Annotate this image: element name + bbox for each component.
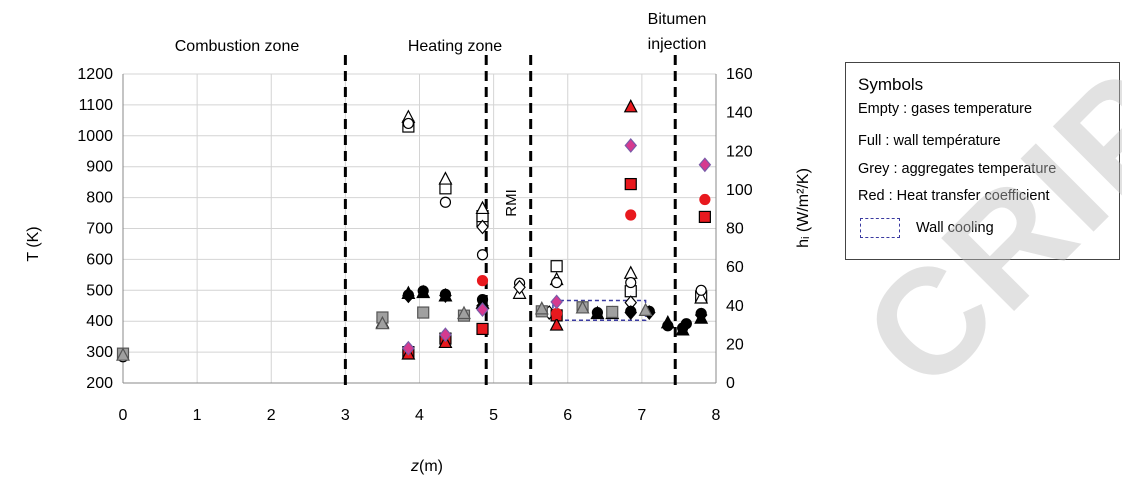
data-markers bbox=[116, 99, 712, 363]
y-right-tick-label: 20 bbox=[726, 336, 744, 353]
y-left-tick-label: 200 bbox=[86, 375, 113, 392]
marker-triangle bbox=[375, 315, 390, 330]
marker-square bbox=[698, 210, 711, 224]
y-right-tick-label: 0 bbox=[726, 375, 735, 392]
marker-triangle bbox=[675, 322, 690, 336]
marker-diamond bbox=[550, 294, 563, 310]
grid-lines bbox=[122, 73, 717, 384]
marker-circle bbox=[625, 209, 637, 221]
y-left-tick-label: 1000 bbox=[77, 128, 113, 145]
y-right-tick-label: 140 bbox=[726, 105, 753, 122]
y-left-tick-label: 600 bbox=[86, 251, 113, 268]
marker-circle bbox=[695, 284, 707, 296]
legend-entry-wall-cooling: Wall cooling bbox=[916, 220, 994, 236]
marker-square bbox=[550, 260, 563, 273]
x-tick-label: 4 bbox=[415, 407, 424, 424]
marker-circle bbox=[551, 307, 563, 320]
chart-axes bbox=[122, 74, 717, 384]
x-tick-label: 2 bbox=[267, 407, 276, 424]
marker-circle bbox=[476, 275, 489, 287]
x-tick-label: 7 bbox=[637, 407, 646, 424]
zone-label-combustion: Combustion zone bbox=[175, 38, 300, 55]
y-left-tick-label: 400 bbox=[86, 313, 113, 330]
marker-triangle bbox=[534, 301, 549, 315]
marker-diamond bbox=[624, 138, 638, 153]
marker-square bbox=[417, 306, 430, 319]
x-tick-label: 5 bbox=[489, 407, 498, 424]
x-tick-label: 8 bbox=[712, 407, 721, 424]
zone-label-rmi: RMI bbox=[503, 189, 520, 217]
zone-label-heating: Heating zone bbox=[408, 38, 502, 55]
marker-diamond bbox=[698, 157, 712, 173]
y-axis-left-label: T (K) bbox=[25, 226, 42, 261]
marker-triangle bbox=[116, 347, 130, 361]
marker-triangle bbox=[590, 305, 605, 320]
marker-square bbox=[476, 322, 489, 336]
marker-triangle bbox=[438, 171, 453, 185]
marker-circle bbox=[402, 117, 414, 130]
y-right-tick-label: 100 bbox=[726, 182, 753, 199]
y-left-tick-label: 1100 bbox=[79, 97, 114, 114]
marker-triangle bbox=[694, 290, 709, 304]
x-tick-label: 1 bbox=[193, 407, 202, 424]
y-right-tick-label: 160 bbox=[726, 66, 753, 83]
legend-entry-gases: Empty : gases temperature bbox=[858, 101, 1033, 117]
x-tick-label: 0 bbox=[119, 407, 128, 424]
y-left-tick-label: 300 bbox=[86, 344, 113, 361]
marker-diamond bbox=[439, 288, 452, 303]
marker-circle bbox=[551, 276, 563, 289]
marker-square bbox=[606, 305, 619, 319]
y-left-tick-label: 800 bbox=[86, 190, 113, 207]
marker-circle bbox=[476, 249, 489, 261]
marker-circle bbox=[625, 276, 637, 289]
legend-title: Symbols bbox=[858, 75, 924, 94]
marker-square bbox=[624, 177, 637, 191]
marker-triangle bbox=[575, 300, 590, 314]
marker-diamond bbox=[402, 340, 415, 356]
y-axis-right-label: hᵢ (W/m²/K) bbox=[795, 168, 812, 248]
y-left-tick-label: 900 bbox=[86, 159, 113, 176]
y-left-tick-label: 700 bbox=[86, 221, 113, 238]
marker-diamond bbox=[476, 219, 489, 235]
legend-entry-wall: Full : wall température bbox=[858, 133, 1001, 149]
marker-circle bbox=[439, 196, 452, 208]
y-right-tick-label: 40 bbox=[726, 298, 744, 315]
marker-triangle bbox=[623, 99, 638, 113]
zone-label-injection: injection bbox=[648, 36, 707, 53]
y-right-tick-label: 80 bbox=[726, 221, 744, 238]
wall-cooling-swatch bbox=[860, 218, 900, 238]
marker-triangle bbox=[416, 284, 431, 299]
x-tick-label: 6 bbox=[563, 407, 572, 424]
marker-circle bbox=[699, 193, 711, 206]
y-right-tick-label: 60 bbox=[726, 259, 744, 276]
marker-triangle bbox=[456, 305, 471, 320]
marker-diamond bbox=[402, 288, 415, 304]
x-axis-label-symbol: z bbox=[410, 458, 419, 475]
marker-diamond bbox=[513, 279, 526, 295]
x-tick-label: 3 bbox=[341, 407, 350, 424]
marker-diamond bbox=[439, 327, 452, 343]
y-right-tick-label: 120 bbox=[726, 143, 753, 160]
legend-entry-aggregates: Grey : aggregates temperature bbox=[858, 161, 1057, 177]
marker-triangle bbox=[638, 302, 653, 316]
marker-diamond bbox=[476, 302, 489, 318]
marker-diamond bbox=[694, 307, 708, 323]
legend-entry-heat-transfer: Red : Heat transfer coefficient bbox=[858, 188, 1050, 204]
marker-triangle bbox=[475, 200, 490, 215]
legend-box: Symbols Empty : gases temperature Full :… bbox=[845, 62, 1120, 260]
marker-triangle bbox=[549, 317, 564, 331]
tick-labels: 0 1 2 3 4 5 6 7 82003004005006007008009001000110… bbox=[77, 66, 752, 424]
x-axis-label-unit: (m) bbox=[419, 458, 443, 475]
marker-triangle bbox=[660, 314, 675, 329]
marker-diamond bbox=[624, 305, 638, 320]
zone-label-bitumen: Bitumen bbox=[648, 11, 707, 28]
marker-triangle bbox=[623, 265, 638, 279]
y-left-tick-label: 1200 bbox=[77, 66, 113, 83]
y-left-tick-label: 500 bbox=[86, 282, 113, 299]
